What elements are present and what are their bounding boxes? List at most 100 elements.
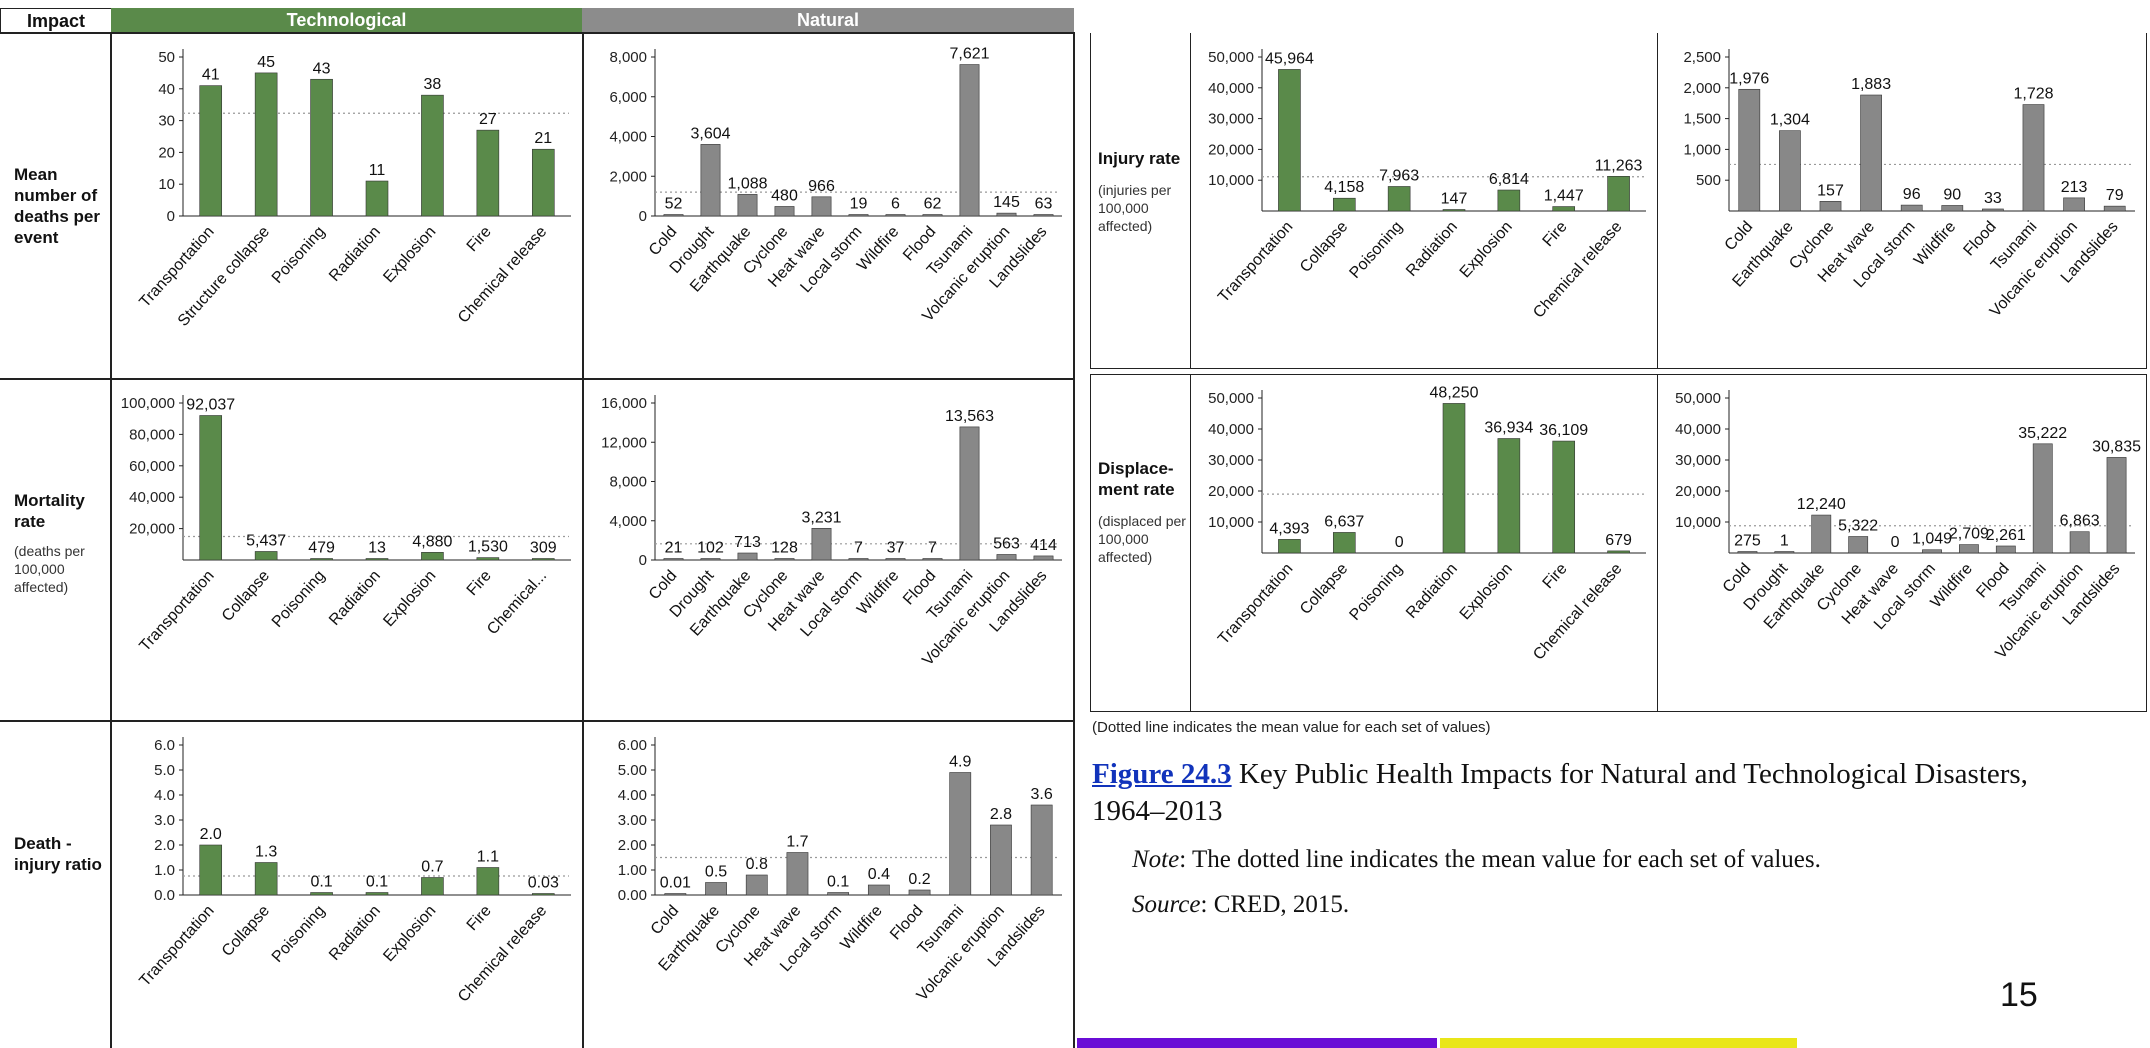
bar [737,194,758,217]
y-tick-label: 2,000 [609,168,647,185]
y-tick-label: 50,000 [1675,390,1721,407]
header-technological: Technological [111,8,582,33]
bar [310,558,333,561]
y-tick-label: 40,000 [129,489,175,506]
bar-chart-death-injury-tech: 0.0 1.0 2.0 3.0 4.0 5.0 6.0 2.0 Transportation 1.… [136,737,571,1006]
dotted-line-note: (Dotted line indicates the mean value fo… [1092,719,1491,736]
bar [848,558,869,561]
footer-strip-purple [1077,1038,1437,1048]
y-tick-label: 10 [158,176,175,193]
data-label: 1,088 [727,175,767,192]
bar [663,214,684,217]
y-tick-label: 1.00 [618,862,647,879]
bar [1607,176,1630,212]
grid-divider [2146,374,2147,712]
grid-divider [1657,33,1658,368]
y-tick-label: 0 [639,552,647,569]
data-label: 45 [257,54,275,71]
bar [959,426,980,561]
category-label: Transportation [136,567,217,655]
figure-link[interactable]: Figure 24.3 [1092,758,1232,790]
bar [199,85,223,217]
bar [1442,403,1466,554]
data-label: 275 [1734,533,1761,550]
y-tick-label: 8,000 [609,474,647,491]
bar [1922,549,1942,554]
y-tick-label: 8,000 [609,49,647,66]
data-label: 102 [697,540,724,557]
data-label: 41 [202,67,220,84]
bar [664,893,687,896]
data-label: 1,447 [1544,188,1584,205]
data-label: 7,963 [1379,167,1419,184]
bar [421,552,444,561]
data-label: 5,322 [1838,518,1878,535]
y-tick-label: 80,000 [129,426,175,443]
data-label: 37 [887,540,905,557]
bar [476,557,500,561]
bar [1860,94,1882,212]
grid-divider [1090,374,2147,375]
data-label: 0.8 [746,856,768,873]
category-label: Explosion [380,567,439,630]
bar [1819,201,1842,212]
source-text: : CRED, 2015. [1200,891,1350,918]
data-label: 11,263 [1595,157,1643,174]
category-label: Fire [1540,218,1571,250]
y-tick-label: 30,000 [1208,111,1254,128]
bar-chart-death-injury-nat: 0.001.002.003.004.005.006.000.01Cold0.5E… [618,737,1062,1004]
bar [811,527,832,561]
data-label: 52 [665,196,683,213]
category-label: Explosion [1457,218,1516,281]
bar-chart-injury-nat: 5001,0001,5002,0002,5001,976Cold1,304Ear… [1683,49,2135,320]
category-label: Wildfire [1911,218,1959,269]
data-label: 43 [313,60,331,77]
grid-divider [1090,33,1091,368]
data-label: 147 [1441,191,1468,208]
data-label: 7,621 [949,46,989,63]
y-tick-label: 40 [158,81,175,98]
data-label: 1 [1780,533,1789,550]
figure-source: Source: CRED, 2015. [1132,890,1349,920]
bar [531,558,555,561]
category-label: Fire [464,902,495,934]
y-tick-label: 6.00 [618,737,647,754]
chart-panel: 0.0 1.0 2.0 3.0 4.0 5.0 6.0 2.0 Transportation 1.… [113,723,581,1048]
data-label: 0.4 [868,866,890,883]
bar [310,78,333,217]
y-tick-label: 10,000 [1675,514,1721,531]
data-label: 213 [2061,179,2088,196]
grid-divider [0,32,1075,34]
data-label: 1.7 [786,834,808,851]
data-label: 0.03 [528,875,559,892]
bar [737,552,758,561]
page-number: 15 [2000,976,2038,1014]
grid-divider [1657,374,1658,712]
data-label: 6 [891,196,900,213]
data-label: 414 [1030,537,1057,554]
y-tick-label: 6.0 [154,737,175,754]
data-label: 309 [530,540,557,557]
y-tick-label: 30,000 [1208,452,1254,469]
category-label: Wildfire [1928,560,1976,611]
bar [2063,197,2085,212]
bar [365,180,389,217]
bar [1332,197,1356,212]
data-label: 63 [1035,196,1053,213]
category-label: Poisoning [1346,218,1406,282]
grid-divider [1190,33,1191,368]
y-tick-label: 20,000 [129,521,175,538]
data-label: 38 [424,76,442,93]
data-label: 36,934 [1484,420,1533,437]
data-label: 0.7 [421,859,443,876]
chart-panel: 10,000 20,000 30,000 40,000 50,000 275 Cold 1 Dr… [1659,376,2145,710]
data-label: 27 [479,111,497,128]
bar [827,892,850,896]
category-label: Collapse [1297,218,1351,276]
data-label: 7 [854,540,863,557]
bar [885,214,906,217]
bar-chart-mean-deaths-nat: 02,0004,0006,0008,00052Cold3,604Drought1… [609,46,1062,325]
y-tick-label: 50,000 [1208,390,1254,407]
data-label: 1,049 [1912,531,1952,548]
